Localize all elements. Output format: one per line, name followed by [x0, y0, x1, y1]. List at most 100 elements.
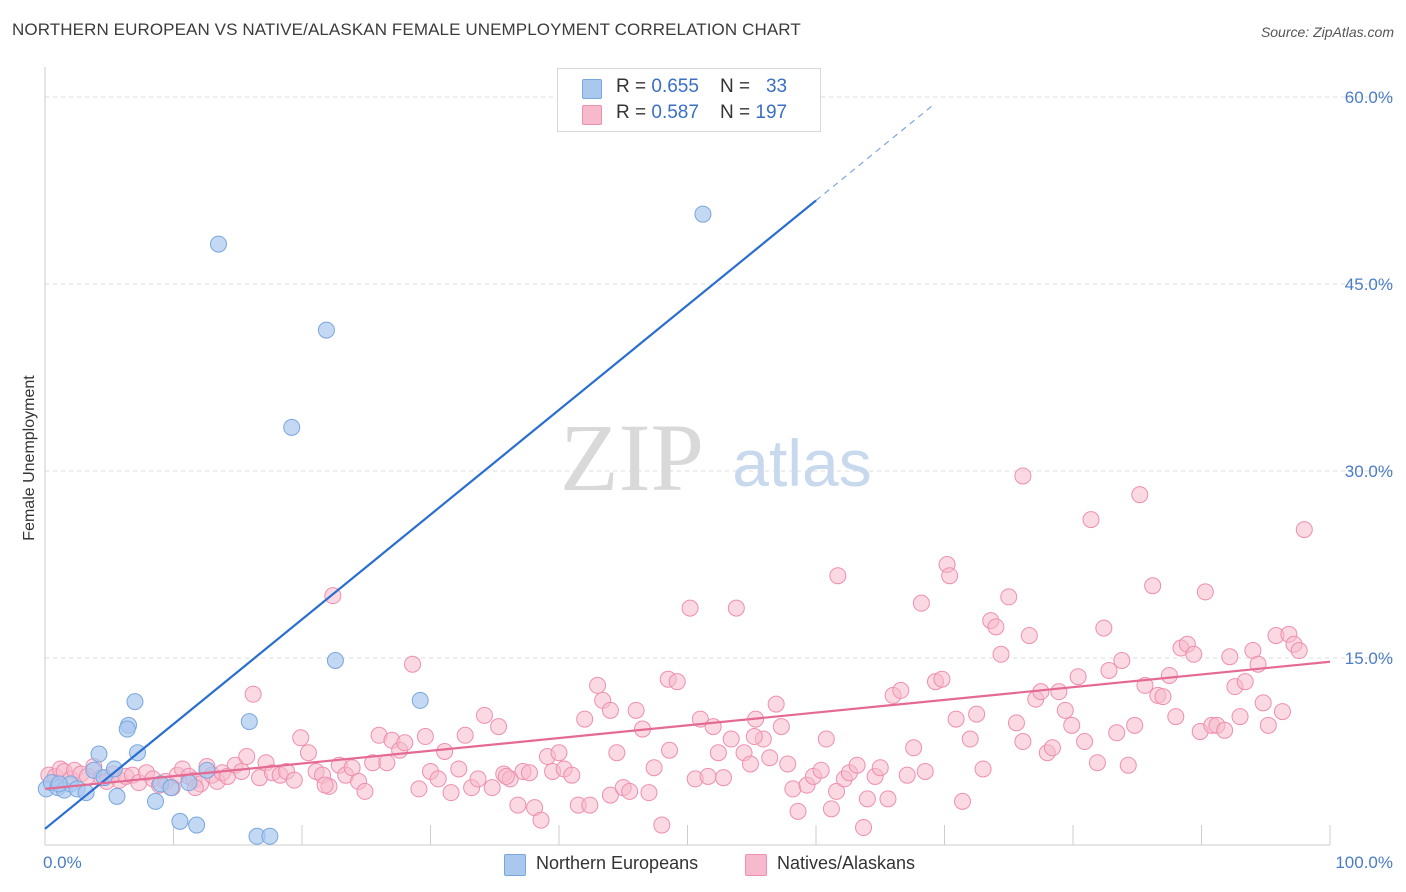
northern-europeans-point [162, 779, 180, 797]
natives-alaskans-points [40, 467, 1313, 837]
natives-alaskans-point [745, 728, 763, 746]
natives-alaskans-point [244, 685, 262, 703]
natives-alaskans-point [589, 676, 607, 694]
natives-alaskans-point [442, 784, 460, 802]
natives-alaskans-point [812, 761, 830, 779]
natives-alaskans-point [848, 756, 866, 774]
natives-alaskans-point [933, 670, 951, 688]
northern-europeans-points [37, 205, 712, 845]
natives-alaskans-point [645, 759, 663, 777]
natives-alaskans-point [1082, 511, 1100, 529]
natives-alaskans-point [779, 755, 797, 773]
legend-r-label: R = [616, 76, 652, 97]
natives-alaskans-point [450, 760, 468, 778]
natives-alaskans-point [961, 730, 979, 748]
correlation-legend: R = 0.655 N = 33 R = 0.587 N = 197 [557, 68, 821, 132]
northern-europeans-point [126, 693, 144, 711]
northern-europeans-point [147, 792, 165, 810]
natives-alaskans-point [858, 790, 876, 808]
natives-alaskans-point [1000, 588, 1018, 606]
natives-alaskans-point [1167, 708, 1185, 726]
natives-alaskans-point [905, 739, 923, 757]
natives-alaskans-point [992, 645, 1010, 663]
natives-alaskans-point [822, 800, 840, 818]
legend-swatch-blue [582, 79, 602, 99]
y-tick-label: 45.0% [1345, 275, 1393, 294]
natives-alaskans-point [356, 782, 374, 800]
natives-alaskans-point [714, 769, 732, 787]
natives-alaskans-point [1014, 467, 1032, 485]
natives-alaskans-point [532, 811, 550, 829]
natives-alaskans-point [1100, 661, 1118, 679]
natives-alaskans-point [855, 819, 873, 837]
series-legend: Northern Europeans Natives/Alaskans [0, 852, 1406, 878]
natives-alaskans-point [767, 695, 785, 713]
northern-europeans-point [283, 418, 301, 436]
natives-alaskans-point [1088, 754, 1106, 772]
natives-alaskans-point [912, 594, 930, 612]
natives-alaskans-point [829, 567, 847, 585]
natives-alaskans-point [1231, 708, 1249, 726]
natives-alaskans-point [1160, 666, 1178, 684]
natives-alaskans-point [1007, 714, 1025, 732]
natives-alaskans-point [1108, 724, 1126, 742]
y-tick-label: 60.0% [1345, 88, 1393, 107]
natives-alaskans-point [285, 771, 303, 789]
natives-alaskans-point [436, 743, 454, 760]
northern-europeans-point [90, 745, 108, 763]
natives-alaskans-point [483, 779, 501, 797]
natives-alaskans-point [410, 780, 428, 798]
legend-swatch-blue [504, 854, 526, 876]
natives-alaskans-point [621, 782, 639, 800]
natives-alaskans-point [1113, 651, 1131, 669]
natives-alaskans-point [520, 764, 538, 782]
legend-label-northern-europeans: Northern Europeans [536, 853, 699, 873]
natives-alaskans-point [681, 599, 699, 617]
y-tick-label: 30.0% [1345, 462, 1393, 481]
natives-alaskans-point [343, 759, 361, 777]
northern-europeans-point [317, 321, 335, 339]
natives-alaskans-point [772, 718, 790, 736]
y-tick-label: 15.0% [1345, 649, 1393, 668]
natives-alaskans-point [1221, 648, 1239, 666]
northern-europeans-point [209, 235, 227, 253]
natives-alaskans-point [601, 786, 619, 804]
natives-alaskans-point [987, 618, 1005, 636]
northern-europeans-trend-line [44, 199, 817, 830]
natives-alaskans-point [1131, 486, 1149, 504]
natives-alaskans-point [1196, 583, 1214, 601]
natives-alaskans-point [668, 673, 686, 691]
natives-alaskans-point [789, 802, 807, 820]
natives-alaskans-point [898, 766, 916, 784]
natives-alaskans-point [563, 766, 581, 784]
northern-europeans-point [105, 760, 123, 778]
natives-alaskans-point [1216, 721, 1234, 739]
natives-alaskans-point [953, 792, 971, 810]
natives-alaskans-point [1290, 642, 1308, 660]
natives-alaskans-point [316, 776, 334, 794]
natives-alaskans-point [608, 744, 626, 762]
legend-r-value: 0.587 [651, 102, 699, 123]
y-axis-title: Female Unemployment [21, 375, 38, 541]
natives-alaskans-point [1063, 716, 1081, 734]
natives-alaskans-point [709, 744, 727, 762]
northern-europeans-point [198, 761, 216, 779]
legend-swatch-pink [745, 854, 767, 876]
natives-alaskans-point [396, 734, 414, 752]
natives-alaskans-point [661, 741, 679, 759]
legend-swatch-pink [582, 105, 602, 125]
natives-alaskans-point [1076, 733, 1094, 751]
natives-alaskans-point [699, 767, 717, 785]
legend-r-value: 0.655 [651, 76, 699, 97]
natives-alaskans-point [469, 770, 487, 788]
trend-lines [44, 105, 1331, 830]
x-tick-label: 0.0% [43, 853, 82, 872]
natives-alaskans-point [1126, 716, 1144, 734]
natives-alaskans-point [497, 767, 515, 785]
natives-alaskans-point [1254, 694, 1272, 712]
natives-alaskans-point [601, 701, 619, 719]
northern-europeans-point [180, 774, 198, 792]
northern-europeans-point [118, 720, 136, 738]
x-tick-label: 100.0% [1335, 853, 1393, 872]
